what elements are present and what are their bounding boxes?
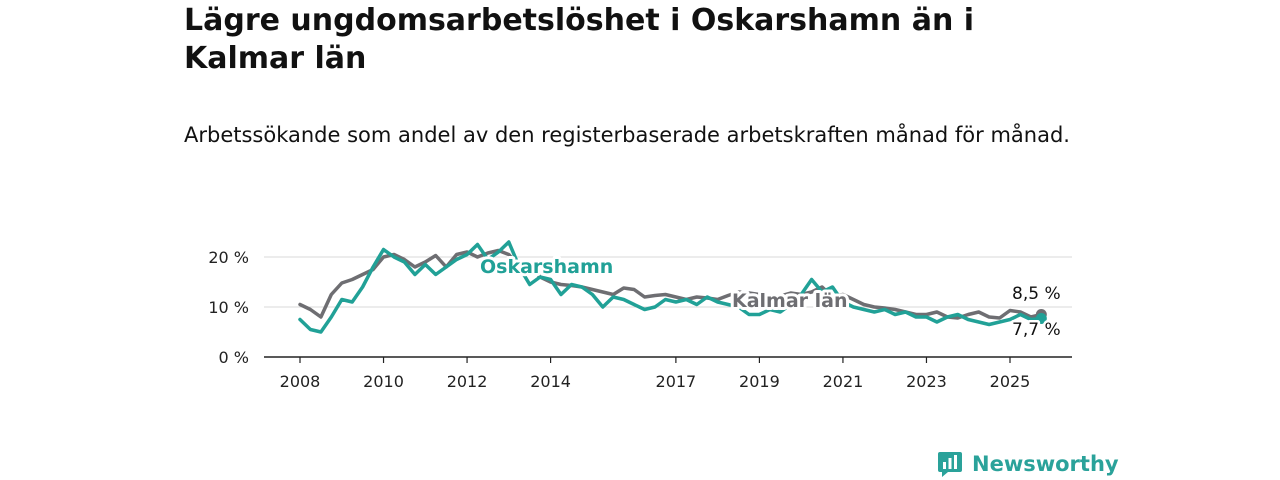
kalmar-lan-label: Kalmar län: [732, 290, 848, 312]
bar-chart-speech-bubble-icon: [938, 452, 962, 477]
x-tick-label: 2012: [447, 372, 488, 391]
x-tick-label: 2014: [530, 372, 571, 391]
x-axis: 2008 2010 2012 2014 2017 2019 2021 2023 2025: [264, 356, 1072, 391]
series-lines: [298, 240, 1047, 334]
x-tick-label: 2010: [363, 372, 404, 391]
y-axis-ticks: 0 % 10 % 20 %: [208, 248, 249, 367]
kalmar-lan-line: [298, 248, 1044, 320]
x-tick-label: 2019: [739, 372, 780, 391]
x-tick-label: 2008: [280, 372, 321, 391]
oskarshamn-end-point: [1035, 313, 1047, 324]
y-tick-label: 10 %: [208, 298, 249, 317]
chart-subtitle: Arbetssökande som andel av den registerb…: [184, 123, 1070, 147]
kalmar-lan-end-label: 8,5 %: [1012, 284, 1061, 304]
y-tick-label: 20 %: [208, 248, 249, 267]
brand-name: Newsworthy: [972, 452, 1119, 476]
line-chart: 0 % 10 % 20 % 2008 2010 2012 2014 2017 2019 2021…: [208, 240, 1072, 391]
x-tick-label: 2021: [823, 372, 864, 391]
oskarshamn-end-label: 7,7 %: [1012, 320, 1061, 340]
newsworthy-logo[interactable]: Newsworthy: [938, 448, 1119, 480]
x-tick-label: 2017: [656, 372, 697, 391]
x-tick-label: 2023: [906, 372, 947, 391]
oskarshamn-label: Oskarshamn: [480, 256, 613, 278]
y-tick-label: 0 %: [219, 348, 249, 367]
oskarshamn-line: [298, 240, 1044, 334]
series-labels: Kalmar län Oskarshamn 8,5 % 7,7 %: [477, 253, 1063, 343]
x-tick-label: 2025: [990, 372, 1031, 391]
chart-title: Lägre ungdomsarbetslöshet i Oskarshamn ä…: [184, 3, 975, 76]
